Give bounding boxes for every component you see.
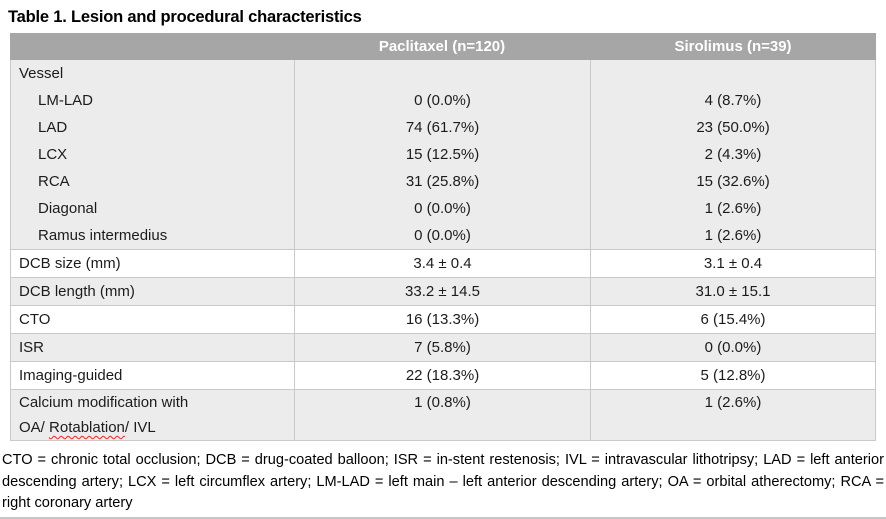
table-row-vessel: Vessel LM-LAD LAD LCX RCA Diagonal Ramus… bbox=[11, 60, 875, 250]
calcium-label-post: / IVL bbox=[124, 419, 156, 436]
sirolimus-value: 4 (8.7%) bbox=[704, 92, 762, 109]
table-body: Vessel LM-LAD LAD LCX RCA Diagonal Ramus… bbox=[10, 60, 876, 441]
row-label: ISR bbox=[19, 339, 45, 356]
table-row-calcium-modification: Calcium modification with OA/ Rotablatio… bbox=[11, 390, 875, 440]
paclitaxel-value: 7 (5.8%) bbox=[294, 334, 590, 361]
header-empty-cell bbox=[10, 33, 294, 60]
sirolimus-value: 15 (32.6%) bbox=[696, 173, 770, 190]
vessel-item-label-diagonal: Diagonal bbox=[38, 200, 98, 217]
sirolimus-value: 6 (15.4%) bbox=[590, 306, 875, 333]
paclitaxel-value: 15 (12.5%) bbox=[405, 146, 480, 163]
vessel-item-label-lm-lad: LM-LAD bbox=[38, 92, 94, 109]
row-label: Imaging-guided bbox=[19, 367, 123, 384]
vessel-labels: Vessel LM-LAD LAD LCX RCA Diagonal Ramus… bbox=[11, 60, 294, 249]
table-caption: Table 1. Lesion and procedural character… bbox=[8, 8, 362, 26]
paclitaxel-value-cell: 1 (0.8%) bbox=[294, 390, 590, 440]
calcium-label-line1: Calcium modification with bbox=[19, 394, 189, 411]
table-row-imaging-guided: Imaging-guided 22 (18.3%) 5 (12.8%) bbox=[11, 362, 875, 390]
table-row-cto: CTO 16 (13.3%) 6 (15.4%) bbox=[11, 306, 875, 334]
empty-value-line bbox=[295, 60, 590, 87]
paclitaxel-value: 16 (13.3%) bbox=[294, 306, 590, 333]
paclitaxel-value: 0 (0.0%) bbox=[414, 92, 471, 109]
row-label: DCB length (mm) bbox=[19, 283, 135, 300]
row-label: CTO bbox=[19, 311, 51, 328]
paclitaxel-value: 3.4 ± 0.4 bbox=[294, 250, 590, 277]
sirolimus-value: 3.1 ± 0.4 bbox=[590, 250, 875, 277]
paclitaxel-value: 33.2 ± 14.5 bbox=[294, 278, 590, 305]
paclitaxel-value: 0 (0.0%) bbox=[414, 227, 471, 244]
table-header-row: Paclitaxel (n=120) Sirolimus (n=39) bbox=[10, 33, 876, 60]
sirolimus-value: 2 (4.3%) bbox=[704, 146, 762, 163]
header-sirolimus: Sirolimus (n=39) bbox=[674, 38, 792, 55]
paclitaxel-value: 74 (61.7%) bbox=[405, 119, 480, 136]
abbreviations-footnote: CTO = chronic total occlusion; DCB = dru… bbox=[2, 452, 884, 511]
paclitaxel-value: 31 (25.8%) bbox=[405, 173, 480, 190]
row-label: DCB size (mm) bbox=[19, 255, 121, 272]
sirolimus-value: 1 (2.6%) bbox=[704, 227, 762, 244]
misspelled-word-rotablation: Rotablation bbox=[49, 419, 125, 436]
row-label: Calcium modification with OA/ Rotablatio… bbox=[11, 390, 294, 440]
paclitaxel-value: 1 (0.8%) bbox=[414, 394, 471, 411]
vessel-sirolimus-values: 4 (8.7%) 23 (50.0%) 2 (4.3%) 15 (32.6%) … bbox=[590, 60, 875, 249]
header-paclitaxel: Paclitaxel (n=120) bbox=[378, 38, 506, 55]
paclitaxel-value: 22 (18.3%) bbox=[294, 362, 590, 389]
table-row-dcb-length: DCB length (mm) 33.2 ± 14.5 31.0 ± 15.1 bbox=[11, 278, 875, 306]
vessel-paclitaxel-values: 0 (0.0%) 74 (61.7%) 15 (12.5%) 31 (25.8%… bbox=[294, 60, 590, 249]
sirolimus-value: 31.0 ± 15.1 bbox=[590, 278, 875, 305]
vessel-section-label: Vessel bbox=[19, 65, 64, 82]
vessel-item-label-rca: RCA bbox=[38, 173, 70, 190]
characteristics-table: Paclitaxel (n=120) Sirolimus (n=39) Vess… bbox=[10, 33, 876, 441]
calcium-label-pre: OA/ bbox=[19, 419, 50, 436]
sirolimus-value: 23 (50.0%) bbox=[696, 119, 770, 136]
sirolimus-value: 1 (2.6%) bbox=[704, 394, 762, 411]
paclitaxel-value: 0 (0.0%) bbox=[414, 200, 471, 217]
sirolimus-value-cell: 1 (2.6%) bbox=[590, 390, 875, 440]
table-row-dcb-size: DCB size (mm) 3.4 ± 0.4 3.1 ± 0.4 bbox=[11, 250, 875, 278]
vessel-item-label-ramus: Ramus intermedius bbox=[38, 227, 168, 244]
sirolimus-value: 1 (2.6%) bbox=[704, 200, 762, 217]
calcium-label-line2: OA/ Rotablation/ IVL bbox=[19, 415, 294, 440]
empty-value-line bbox=[591, 60, 875, 87]
vessel-item-label-lcx: LCX bbox=[38, 146, 68, 163]
bottom-divider bbox=[0, 517, 886, 519]
sirolimus-value: 0 (0.0%) bbox=[590, 334, 875, 361]
sirolimus-value: 5 (12.8%) bbox=[590, 362, 875, 389]
vessel-item-label-lad: LAD bbox=[38, 119, 68, 136]
table-row-isr: ISR 7 (5.8%) 0 (0.0%) bbox=[11, 334, 875, 362]
